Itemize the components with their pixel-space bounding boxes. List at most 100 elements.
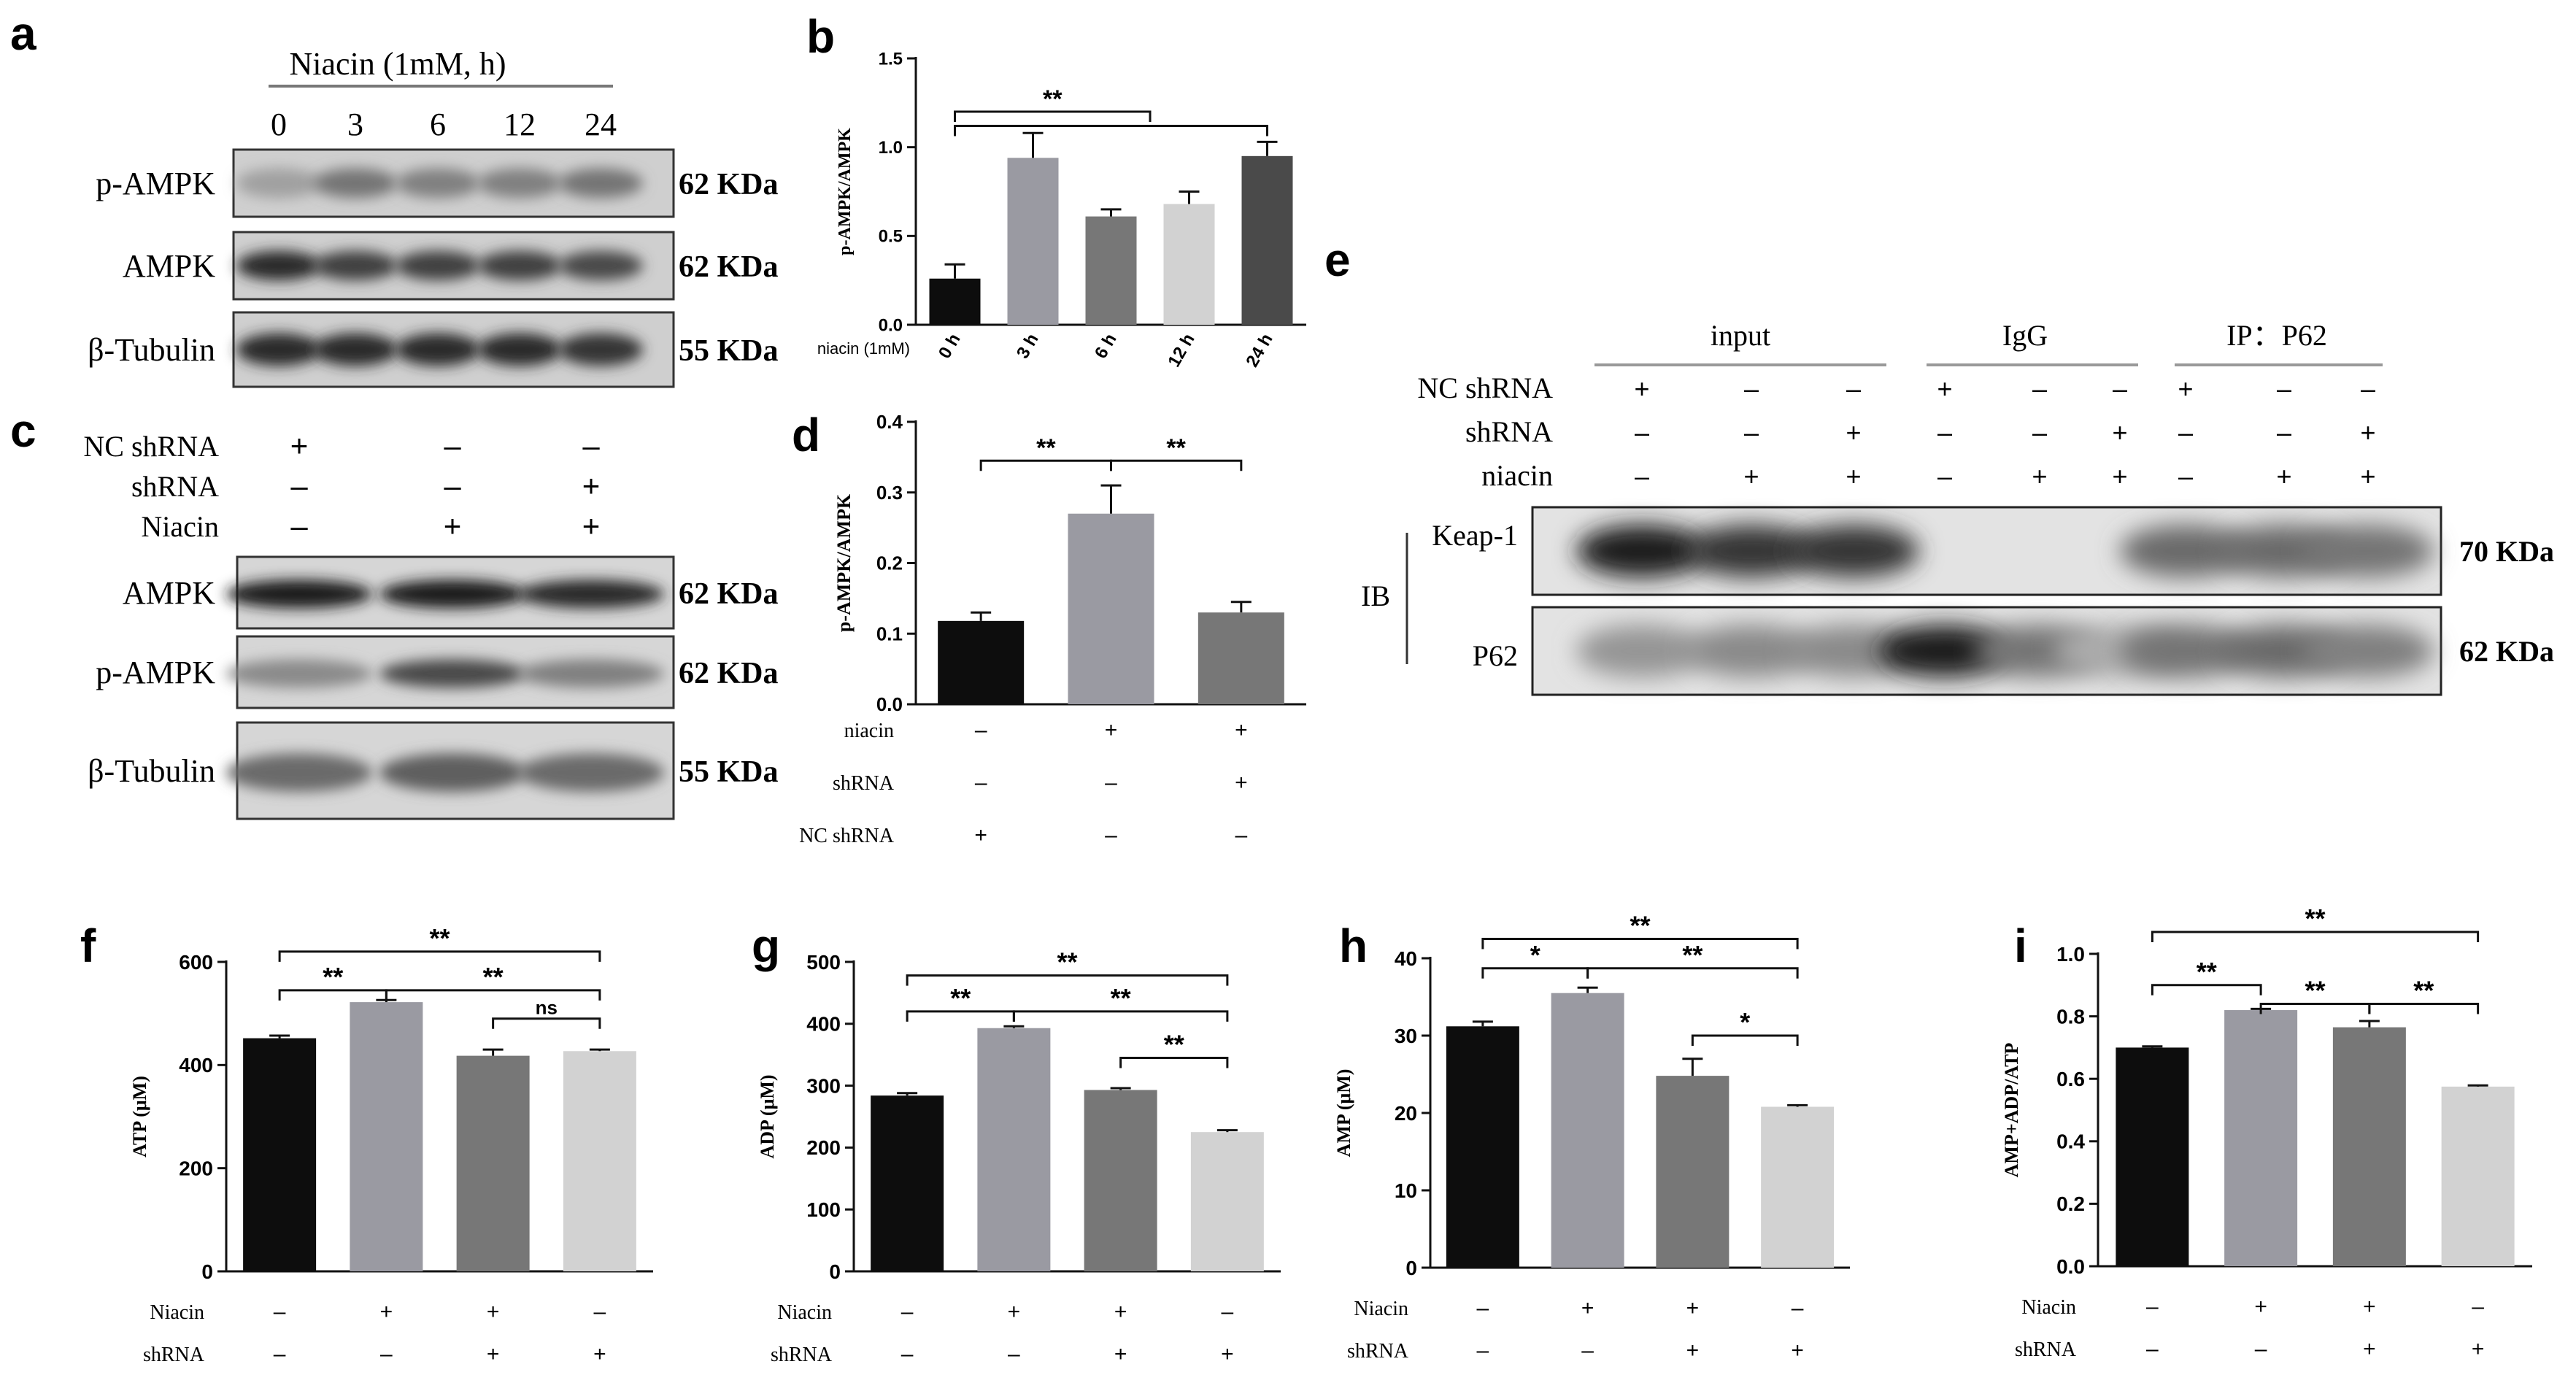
condition-sign: – [2255, 1337, 2267, 1361]
condition-sign: – [1937, 417, 1952, 447]
bar [1241, 155, 1293, 325]
y-tick-label: 0.6 [2056, 1068, 2085, 1090]
significance-label: ** [1164, 1029, 1184, 1059]
condition-table: NC shRNA + – – + – – + – – shRNA – – + – – + – – + niacin – + +… [1417, 371, 2375, 492]
kda-label: 62 KDa [679, 577, 779, 611]
condition-sign: – [2178, 461, 2193, 491]
condition-sign: + [1008, 1300, 1021, 1324]
condition-label: shRNA [771, 1344, 833, 1366]
band [396, 168, 480, 199]
band [558, 333, 643, 366]
condition-sign: + [290, 428, 309, 463]
significance-bracket [1119, 1056, 1229, 1068]
band [1576, 625, 1708, 677]
y-tick-label: 600 [179, 951, 213, 974]
condition-sign: – [380, 1342, 393, 1366]
condition-sign: + [2363, 1295, 2376, 1319]
band [226, 579, 372, 609]
condition-sign: + [2254, 1295, 2267, 1319]
niacin-time-header: Niacin (1mM, h) [290, 46, 506, 82]
condition-sign: – [1477, 1296, 1489, 1320]
condition-sign: – [582, 428, 600, 463]
bar [938, 620, 1025, 704]
y-tick-label: 1.0 [879, 138, 903, 158]
significance-label: ** [429, 923, 450, 953]
y-tick-label: 0 [1405, 1257, 1417, 1279]
significance-label: ** [1682, 940, 1702, 970]
y-axis-label: p-AMPK/AMPK [836, 128, 855, 255]
band [379, 579, 525, 609]
condition-sign: + [1105, 718, 1118, 742]
condition-sign: – [594, 1300, 606, 1324]
condition-sign: + [1846, 417, 1861, 447]
condition-label: Niacin [2021, 1296, 2076, 1319]
condition-label: Niacin [141, 510, 219, 543]
x-tick-label: 24 h [1242, 331, 1276, 371]
panel-letter-a: a [10, 7, 36, 60]
significance-bracket [979, 459, 1112, 471]
condition-label: Niacin [150, 1301, 204, 1324]
blot-row: AMPK 62 KDa [123, 231, 779, 301]
chart-f: f 0 200 400 600 ATP (μM) ** ** ** ns Niacin – + + – shR… [80, 920, 653, 1366]
panel-c-western-blot: c NC shRNA + – – shRNA – – + Niacin – + + AMPK 62 KD… [10, 404, 779, 820]
condition-sign: + [582, 469, 601, 503]
blot-row: β-Tubulin 55 KDa [88, 311, 779, 388]
band [236, 168, 321, 199]
x-tick-label: 12 h [1164, 331, 1198, 371]
y-tick-label: 0.8 [2056, 1005, 2085, 1028]
significance-bracket [1110, 459, 1243, 471]
y-tick-label: 200 [179, 1157, 213, 1179]
y-tick-label: 1.5 [879, 49, 903, 69]
bar [2441, 1086, 2515, 1266]
condition-sign: – [2032, 417, 2047, 447]
chart-g: g 0 100 200 300 400 500 ADP (μM) ** ** ** ** Niacin –… [752, 920, 1281, 1366]
condition-sign: + [487, 1300, 500, 1324]
panel-letter-i: i [2014, 920, 2027, 972]
condition-sign: – [2032, 374, 2047, 404]
y-tick-label: 40 [1395, 947, 1417, 970]
condition-sign: + [487, 1342, 500, 1366]
condition-label: Niacin [777, 1301, 832, 1324]
condition-sign: + [2472, 1337, 2485, 1361]
row-label: β-Tubulin [88, 332, 215, 368]
group-header: IgG [2002, 319, 2048, 352]
y-tick-label: 0.0 [2056, 1255, 2085, 1278]
y-tick-label: 0.0 [876, 693, 903, 715]
y-tick-label: 20 [1395, 1102, 1417, 1125]
band [2120, 525, 2251, 577]
band [396, 250, 480, 281]
significance-label: ** [2197, 957, 2217, 987]
row-label: AMPK [123, 248, 215, 284]
panel-a-western-blot: a Niacin (1mM, h) 0 3 6 12 24 p-AMPK 62 KDaAM… [10, 7, 779, 388]
bar [929, 278, 981, 325]
band [1879, 625, 2010, 677]
bar [1656, 1076, 1729, 1268]
band [558, 168, 643, 199]
condition-sign: – [2277, 374, 2291, 404]
panel-letter-h: h [1339, 920, 1368, 972]
panel-letter-b: b [806, 10, 835, 63]
band [379, 753, 525, 793]
condition-sign: + [1221, 1342, 1234, 1366]
significance-label: ** [2413, 975, 2434, 1005]
significance-bracket [2151, 931, 2480, 943]
condition-sign: + [582, 509, 601, 543]
condition-label: shRNA [833, 772, 895, 795]
timepoint-24: 24 [585, 107, 617, 142]
condition-sign: – [444, 469, 461, 503]
significance-label: ** [1630, 911, 1650, 941]
condition-sign: – [1581, 1338, 1594, 1363]
band [236, 250, 321, 281]
timepoint-labels: 0 3 6 12 24 [271, 107, 617, 142]
blot-rows: Keap-1 70 KDa P62 62 KDa [1432, 506, 2554, 696]
band [2120, 625, 2251, 677]
y-tick-label: 400 [179, 1054, 213, 1076]
significance-label: ** [1043, 85, 1063, 113]
y-axis-label: AMP+ADP/ATP [2001, 1043, 2022, 1178]
condition-label: shRNA [143, 1344, 205, 1366]
timepoint-3: 3 [347, 107, 363, 142]
kda-label: 62 KDa [679, 657, 779, 690]
band [236, 333, 321, 366]
condition-sign: + [1235, 718, 1248, 742]
condition-sign: + [1791, 1338, 1804, 1363]
